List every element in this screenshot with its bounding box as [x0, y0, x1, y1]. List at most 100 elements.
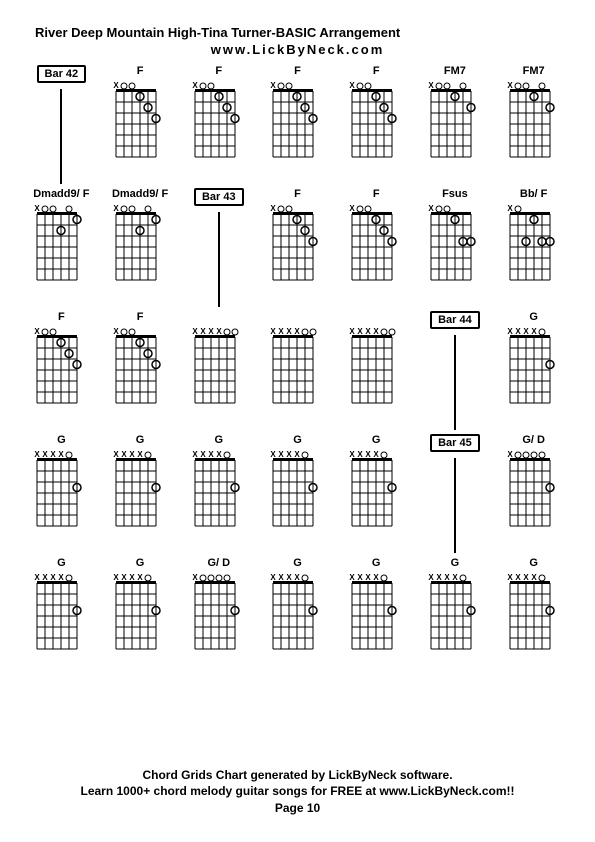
chord-diagram: GXXXX — [25, 557, 97, 660]
svg-text:X: X — [295, 573, 301, 582]
fretboard-diagram: X — [191, 81, 247, 168]
chord-diagram: FX — [261, 65, 333, 184]
fretboard-diagram: XXXX — [112, 450, 168, 537]
svg-text:X: X — [531, 327, 537, 336]
chord-diagram: G/ DX — [183, 557, 255, 660]
fretboard-diagram: XXXX — [269, 327, 325, 414]
svg-text:X: X — [59, 450, 65, 459]
svg-text:X: X — [51, 450, 57, 459]
fretboard-diagram: XXXX — [191, 450, 247, 537]
svg-text:X: X — [287, 450, 293, 459]
svg-text:X: X — [192, 450, 198, 459]
chord-diagram: FX — [104, 65, 176, 184]
svg-text:X: X — [192, 327, 198, 336]
svg-text:X: X — [350, 450, 356, 459]
svg-text:X: X — [192, 81, 198, 90]
svg-text:X: X — [129, 450, 135, 459]
fretboard-diagram: X — [112, 204, 168, 291]
chord-name: F — [373, 188, 380, 202]
svg-text:X: X — [507, 81, 513, 90]
page-title: River Deep Mountain High-Tina Turner-BAS… — [0, 0, 595, 40]
svg-text:X: X — [121, 450, 127, 459]
fretboard-diagram: XXXX — [191, 327, 247, 414]
svg-text:X: X — [350, 573, 356, 582]
chord-name: Dmadd9/ F — [33, 188, 89, 202]
chord-name: G — [451, 557, 460, 571]
fretboard-diagram: XXXX — [427, 573, 483, 660]
bar-marker: Bar 45 — [419, 434, 491, 553]
chord-diagram: GXXXX — [261, 557, 333, 660]
chord-diagram: GXXXX — [340, 557, 412, 660]
fretboard-diagram: X — [506, 81, 562, 168]
svg-text:X: X — [35, 573, 41, 582]
chord-name: F — [373, 65, 380, 79]
fretboard-diagram: XXXX — [348, 573, 404, 660]
svg-text:X: X — [279, 573, 285, 582]
chord-diagram: GXXXX — [261, 434, 333, 553]
chord-name: G — [529, 557, 538, 571]
chord-diagram: GXXXX — [25, 434, 97, 553]
chord-name: F — [137, 311, 144, 325]
svg-text:X: X — [295, 327, 301, 336]
svg-text:X: X — [350, 204, 356, 213]
fretboard-diagram: X — [112, 327, 168, 414]
svg-text:X: X — [374, 573, 380, 582]
svg-text:X: X — [121, 573, 127, 582]
svg-text:X: X — [113, 450, 119, 459]
chord-name: F — [58, 311, 65, 325]
chord-diagram: G XXXX — [104, 557, 176, 660]
bar-label: Bar 43 — [194, 188, 244, 206]
fretboard-diagram: XXXX — [506, 573, 562, 660]
chord-diagram: FsusX — [419, 188, 491, 307]
svg-text:X: X — [350, 327, 356, 336]
svg-text:X: X — [287, 573, 293, 582]
svg-text:X: X — [523, 327, 529, 336]
svg-text:X: X — [208, 450, 214, 459]
website-url: www.LickByNeck.com — [0, 40, 595, 65]
chord-diagram: GXXXX — [183, 434, 255, 553]
svg-text:X: X — [35, 204, 41, 213]
chord-name: G — [57, 434, 66, 448]
svg-text:X: X — [358, 450, 364, 459]
chord-name: G — [529, 311, 538, 325]
fretboard-diagram: X — [348, 204, 404, 291]
svg-text:X: X — [507, 573, 513, 582]
bar-marker: Bar 43 — [183, 188, 255, 307]
bar-separator-line — [60, 89, 62, 184]
svg-text:X: X — [271, 204, 277, 213]
chord-name: G — [57, 557, 66, 571]
fretboard-diagram: X — [269, 81, 325, 168]
chord-name: Dmadd9/ F — [112, 188, 168, 202]
page-footer: Chord Grids Chart generated by LickByNec… — [0, 767, 595, 817]
svg-text:X: X — [113, 81, 119, 90]
fretboard-diagram: X — [427, 81, 483, 168]
svg-text:X: X — [444, 573, 450, 582]
fretboard-diagram: X — [348, 81, 404, 168]
svg-text:X: X — [129, 573, 135, 582]
svg-text:X: X — [515, 573, 521, 582]
chord-name: FM7 — [444, 65, 466, 79]
fretboard-diagram: X — [427, 204, 483, 291]
svg-text:X: X — [436, 573, 442, 582]
fretboard-diagram: X — [33, 204, 89, 291]
svg-text:X: X — [200, 450, 206, 459]
bar-marker: Bar 44 — [419, 311, 491, 430]
fretboard-diagram: XXXX — [112, 573, 168, 660]
fretboard-diagram: X — [191, 573, 247, 660]
chord-name: G — [372, 434, 381, 448]
svg-text:X: X — [271, 573, 277, 582]
chord-diagram: Bb/ FX — [498, 188, 570, 307]
chord-name: G — [136, 557, 145, 571]
svg-text:X: X — [428, 573, 434, 582]
bar-label: Bar 45 — [430, 434, 480, 452]
chord-diagram: FX — [25, 311, 97, 430]
fretboard-diagram: X — [112, 81, 168, 168]
chord-diagram: XXXX — [183, 311, 255, 430]
chord-name: G — [293, 557, 302, 571]
svg-text:X: X — [279, 327, 285, 336]
svg-text:X: X — [271, 450, 277, 459]
svg-text:X: X — [216, 450, 222, 459]
bar-label: Bar 44 — [430, 311, 480, 329]
chord-diagram: FM7X — [498, 65, 570, 184]
svg-text:X: X — [374, 450, 380, 459]
